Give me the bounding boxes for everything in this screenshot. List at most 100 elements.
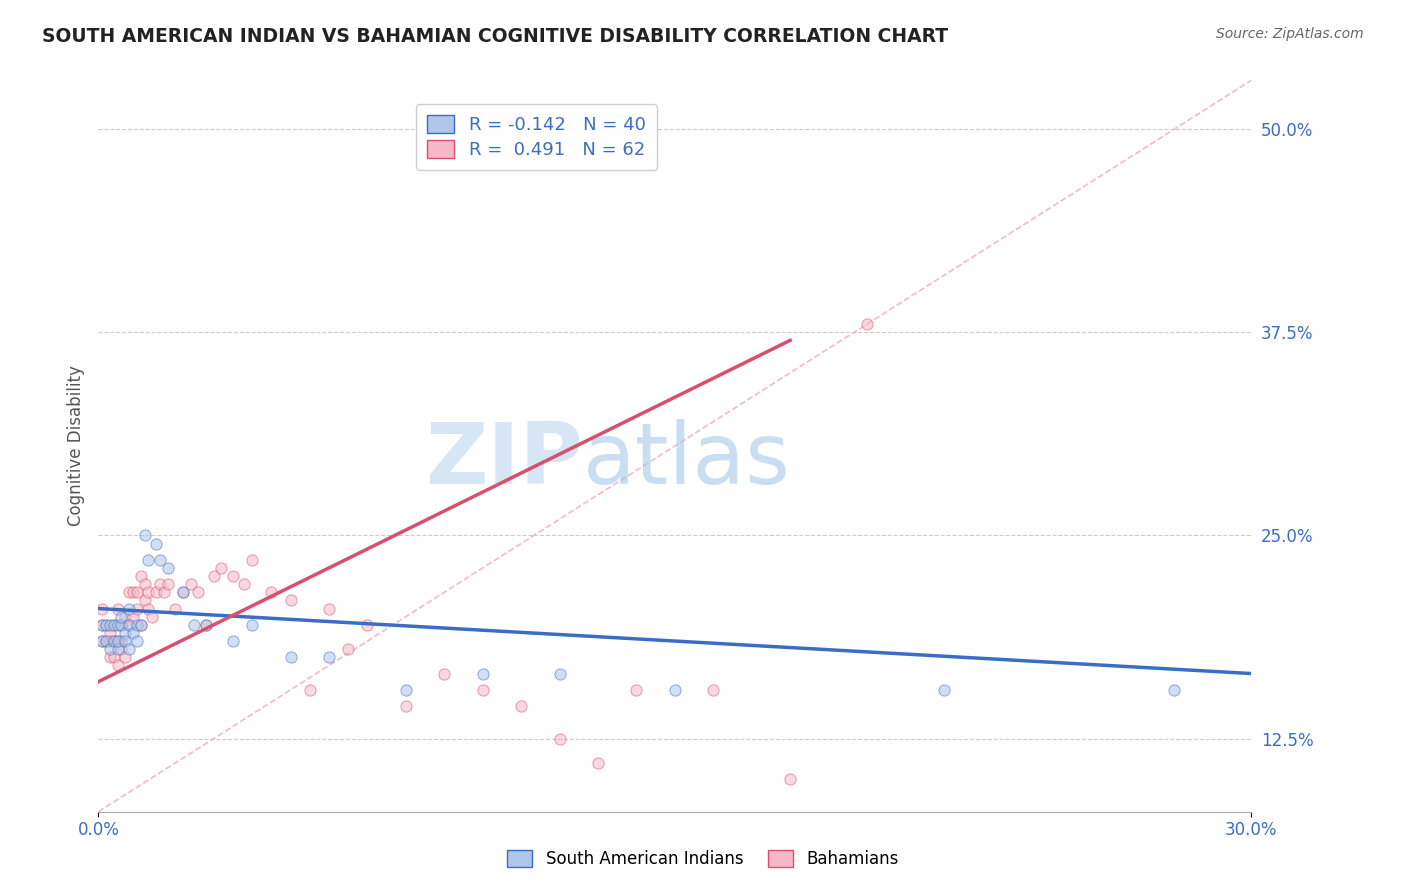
Point	[779, 772, 801, 787]
Point	[202, 569, 225, 583]
Point	[356, 617, 378, 632]
Point	[172, 585, 194, 599]
Y-axis label: Cognitive Disability: Cognitive Disability	[66, 366, 84, 526]
Point	[433, 666, 456, 681]
Point	[118, 585, 141, 599]
Point	[94, 634, 117, 648]
Point	[664, 682, 686, 697]
Point	[98, 650, 121, 665]
Point	[141, 609, 163, 624]
Point	[107, 634, 129, 648]
Point	[156, 561, 179, 575]
Point	[118, 601, 141, 615]
Point	[138, 553, 160, 567]
Point	[280, 650, 302, 665]
Point	[318, 601, 340, 615]
Point	[122, 585, 145, 599]
Point	[240, 553, 263, 567]
Point	[183, 617, 205, 632]
Point	[91, 617, 114, 632]
Point	[145, 536, 167, 550]
Point	[98, 642, 121, 657]
Point	[107, 658, 129, 673]
Point	[125, 617, 148, 632]
Point	[149, 553, 172, 567]
Point	[548, 731, 571, 746]
Point	[98, 634, 121, 648]
Point	[94, 634, 117, 648]
Point	[114, 626, 136, 640]
Point	[110, 617, 132, 632]
Point	[337, 642, 360, 657]
Point	[91, 601, 114, 615]
Point	[107, 617, 129, 632]
Point	[134, 528, 156, 542]
Point	[138, 601, 160, 615]
Point	[298, 682, 321, 697]
Point	[222, 569, 245, 583]
Point	[107, 601, 129, 615]
Point	[94, 617, 117, 632]
Point	[91, 634, 114, 648]
Point	[548, 666, 571, 681]
Point	[129, 617, 152, 632]
Point	[103, 617, 125, 632]
Legend: R = -0.142   N = 40, R =  0.491   N = 62: R = -0.142 N = 40, R = 0.491 N = 62	[416, 104, 657, 169]
Point	[180, 577, 202, 591]
Point	[240, 617, 263, 632]
Point	[107, 642, 129, 657]
Point	[134, 577, 156, 591]
Point	[129, 569, 152, 583]
Point	[260, 585, 283, 599]
Text: atlas: atlas	[582, 419, 790, 502]
Point	[165, 601, 187, 615]
Point	[318, 650, 340, 665]
Point	[91, 634, 114, 648]
Point	[152, 585, 174, 599]
Text: Source: ZipAtlas.com: Source: ZipAtlas.com	[1216, 27, 1364, 41]
Legend: South American Indians, Bahamians: South American Indians, Bahamians	[501, 843, 905, 875]
Point	[103, 634, 125, 648]
Point	[626, 682, 648, 697]
Point	[395, 682, 418, 697]
Point	[114, 650, 136, 665]
Point	[114, 634, 136, 648]
Point	[156, 577, 179, 591]
Point	[233, 577, 256, 591]
Point	[932, 682, 955, 697]
Point	[118, 617, 141, 632]
Point	[122, 626, 145, 640]
Point	[172, 585, 194, 599]
Point	[149, 577, 172, 591]
Point	[125, 634, 148, 648]
Point	[98, 617, 121, 632]
Point	[1163, 682, 1185, 697]
Point	[118, 617, 141, 632]
Point	[110, 609, 132, 624]
Point	[129, 617, 152, 632]
Point	[110, 617, 132, 632]
Point	[110, 642, 132, 657]
Point	[195, 617, 218, 632]
Point	[107, 634, 129, 648]
Point	[94, 617, 117, 632]
Point	[395, 699, 418, 714]
Point	[471, 682, 494, 697]
Point	[471, 666, 494, 681]
Point	[91, 617, 114, 632]
Point	[280, 593, 302, 607]
Point	[222, 634, 245, 648]
Text: SOUTH AMERICAN INDIAN VS BAHAMIAN COGNITIVE DISABILITY CORRELATION CHART: SOUTH AMERICAN INDIAN VS BAHAMIAN COGNIT…	[42, 27, 948, 45]
Point	[856, 317, 879, 331]
Point	[103, 634, 125, 648]
Point	[138, 585, 160, 599]
Point	[125, 585, 148, 599]
Point	[145, 585, 167, 599]
Point	[122, 609, 145, 624]
Text: ZIP: ZIP	[425, 419, 582, 502]
Point	[702, 682, 724, 697]
Point	[586, 756, 609, 770]
Point	[134, 593, 156, 607]
Point	[125, 601, 148, 615]
Point	[118, 642, 141, 657]
